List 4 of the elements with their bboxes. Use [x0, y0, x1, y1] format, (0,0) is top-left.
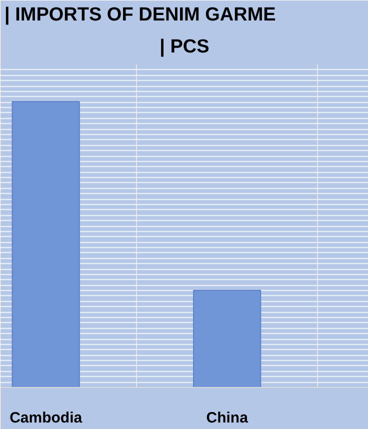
- x-tick-label: Cambodia: [10, 410, 83, 426]
- x-tick-label: China: [206, 410, 249, 426]
- chart-subtitle: | PCS: [160, 36, 210, 58]
- chart-title: | IMPORTS OF DENIM GARME: [4, 4, 276, 26]
